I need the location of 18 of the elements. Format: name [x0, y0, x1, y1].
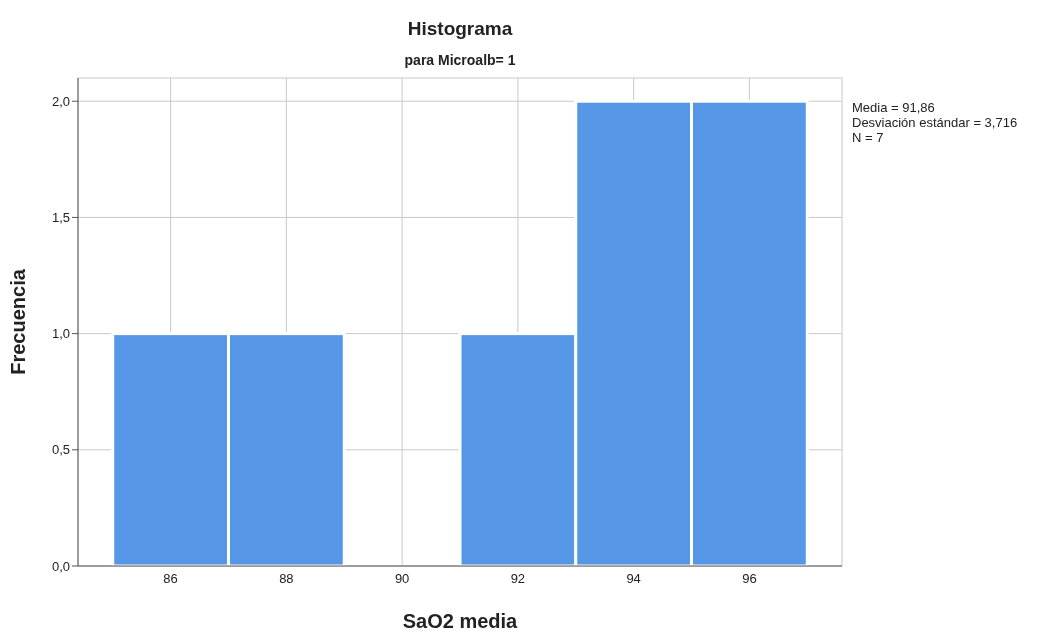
chart-title: Histograma — [406, 18, 514, 40]
x-tick-label: 88 — [279, 571, 294, 587]
y-tick-label: 0,5 — [51, 442, 70, 458]
x-axis-title: SaO2 media — [402, 610, 519, 632]
x-tick-label: 94 — [626, 571, 641, 587]
y-tick-label: 1,0 — [51, 326, 70, 342]
text: Media = 91,86 — [852, 100, 936, 115]
text: Desviación estándar = 3,716 — [852, 115, 1018, 130]
y-tick-label: 0,0 — [51, 558, 70, 574]
x-tick-label: 92 — [510, 571, 526, 587]
text: N = 7 — [852, 130, 885, 145]
y-tick-label: 1,5 — [51, 210, 70, 226]
x-tick-label: 96 — [742, 571, 757, 587]
y-axis-title: Frecuencia — [7, 268, 30, 375]
x-tick-label: 90 — [394, 571, 410, 587]
chart-subtitle: para Microalb= 1 — [403, 52, 517, 68]
y-tick-label: 2,0 — [51, 93, 70, 109]
x-tick-label: 86 — [163, 571, 178, 587]
